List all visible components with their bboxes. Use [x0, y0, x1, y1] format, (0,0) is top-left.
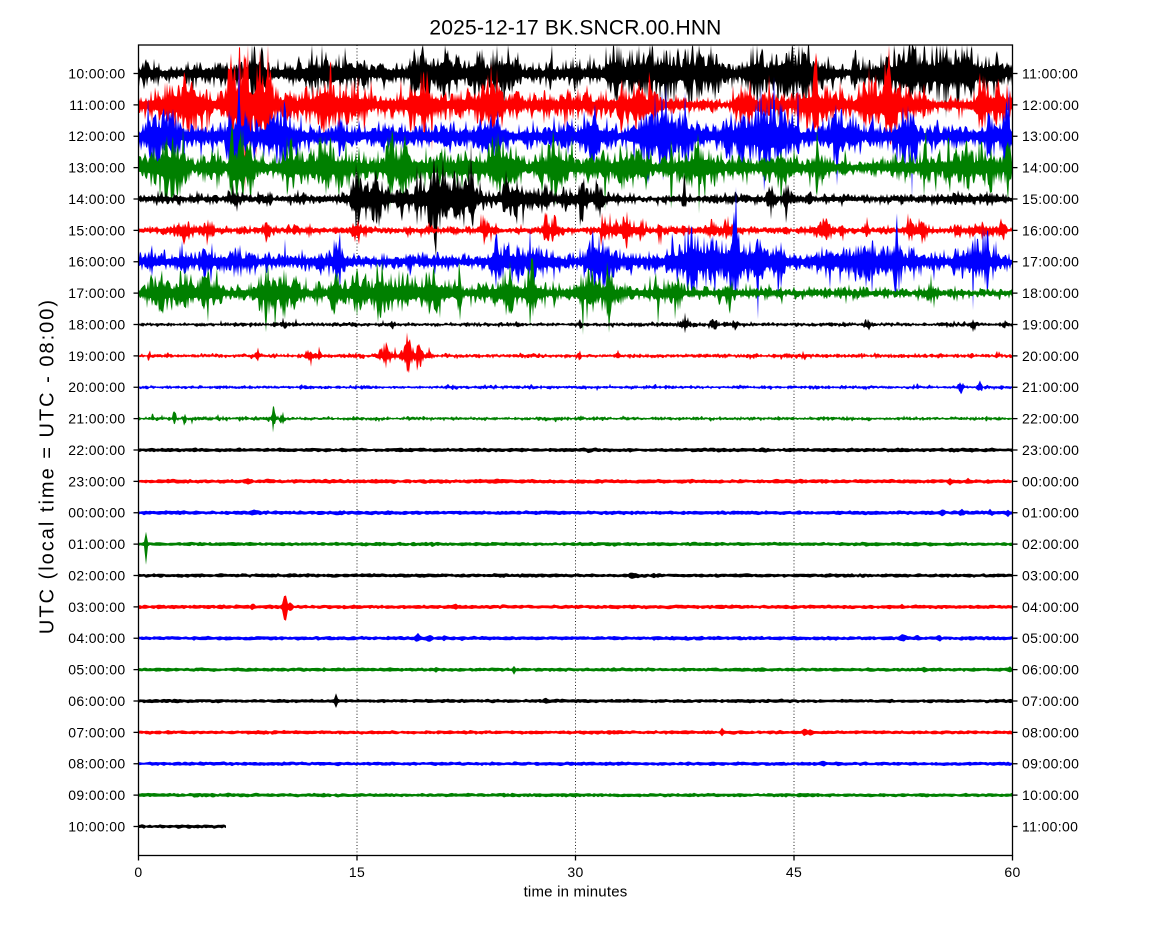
svg-text:20:00:00: 20:00:00 — [68, 379, 125, 395]
svg-text:06:00:00: 06:00:00 — [1022, 662, 1079, 678]
svg-text:06:00:00: 06:00:00 — [68, 693, 125, 709]
svg-text:23:00:00: 23:00:00 — [68, 473, 125, 489]
svg-text:18:00:00: 18:00:00 — [68, 316, 125, 332]
svg-text:19:00:00: 19:00:00 — [1022, 316, 1079, 332]
svg-text:12:00:00: 12:00:00 — [68, 128, 125, 144]
svg-text:14:00:00: 14:00:00 — [1022, 160, 1079, 176]
svg-text:02:00:00: 02:00:00 — [68, 567, 125, 583]
svg-text:07:00:00: 07:00:00 — [1022, 693, 1079, 709]
svg-text:09:00:00: 09:00:00 — [1022, 756, 1079, 772]
svg-text:05:00:00: 05:00:00 — [1022, 630, 1079, 646]
svg-text:45: 45 — [786, 864, 802, 880]
svg-text:15:00:00: 15:00:00 — [1022, 191, 1079, 207]
svg-text:20:00:00: 20:00:00 — [1022, 348, 1079, 364]
svg-text:60: 60 — [1004, 864, 1020, 880]
svg-text:11:00:00: 11:00:00 — [69, 97, 125, 113]
svg-text:22:00:00: 22:00:00 — [1022, 411, 1079, 427]
svg-text:13:00:00: 13:00:00 — [1022, 128, 1079, 144]
svg-text:07:00:00: 07:00:00 — [68, 724, 125, 740]
svg-text:04:00:00: 04:00:00 — [68, 630, 125, 646]
svg-text:15:00:00: 15:00:00 — [68, 222, 125, 238]
svg-text:09:00:00: 09:00:00 — [68, 787, 125, 803]
svg-text:05:00:00: 05:00:00 — [68, 662, 125, 678]
svg-text:04:00:00: 04:00:00 — [1022, 599, 1079, 615]
svg-text:22:00:00: 22:00:00 — [68, 442, 125, 458]
svg-text:01:00:00: 01:00:00 — [68, 536, 125, 552]
svg-text:12:00:00: 12:00:00 — [1022, 97, 1079, 113]
svg-text:23:00:00: 23:00:00 — [1022, 442, 1079, 458]
svg-text:10:00:00: 10:00:00 — [68, 818, 125, 834]
svg-text:0: 0 — [134, 864, 142, 880]
svg-text:17:00:00: 17:00:00 — [1022, 254, 1079, 270]
svg-text:11:00:00: 11:00:00 — [1022, 818, 1078, 834]
svg-text:01:00:00: 01:00:00 — [1022, 505, 1079, 521]
svg-text:03:00:00: 03:00:00 — [68, 599, 125, 615]
svg-text:17:00:00: 17:00:00 — [68, 285, 125, 301]
svg-text:08:00:00: 08:00:00 — [1022, 724, 1079, 740]
svg-text:time in minutes: time in minutes — [524, 884, 628, 901]
svg-text:10:00:00: 10:00:00 — [1022, 787, 1079, 803]
svg-text:UTC (local time = UTC - 08:00): UTC (local time = UTC - 08:00) — [37, 298, 59, 634]
svg-text:15: 15 — [349, 864, 365, 880]
svg-text:00:00:00: 00:00:00 — [1022, 473, 1079, 489]
svg-text:19:00:00: 19:00:00 — [68, 348, 125, 364]
svg-text:11:00:00: 11:00:00 — [1022, 65, 1078, 81]
svg-text:16:00:00: 16:00:00 — [1022, 222, 1079, 238]
svg-text:02:00:00: 02:00:00 — [1022, 536, 1079, 552]
svg-text:00:00:00: 00:00:00 — [68, 505, 125, 521]
svg-text:13:00:00: 13:00:00 — [68, 160, 125, 176]
svg-text:03:00:00: 03:00:00 — [1022, 567, 1079, 583]
svg-text:18:00:00: 18:00:00 — [1022, 285, 1079, 301]
svg-text:14:00:00: 14:00:00 — [68, 191, 125, 207]
svg-text:08:00:00: 08:00:00 — [68, 756, 125, 772]
svg-text:21:00:00: 21:00:00 — [68, 411, 125, 427]
svg-text:16:00:00: 16:00:00 — [68, 254, 125, 270]
svg-text:21:00:00: 21:00:00 — [1022, 379, 1079, 395]
svg-text:2025-12-17 BK.SNCR.00.HNN: 2025-12-17 BK.SNCR.00.HNN — [429, 17, 721, 40]
svg-text:10:00:00: 10:00:00 — [68, 65, 125, 81]
svg-text:30: 30 — [567, 864, 583, 880]
